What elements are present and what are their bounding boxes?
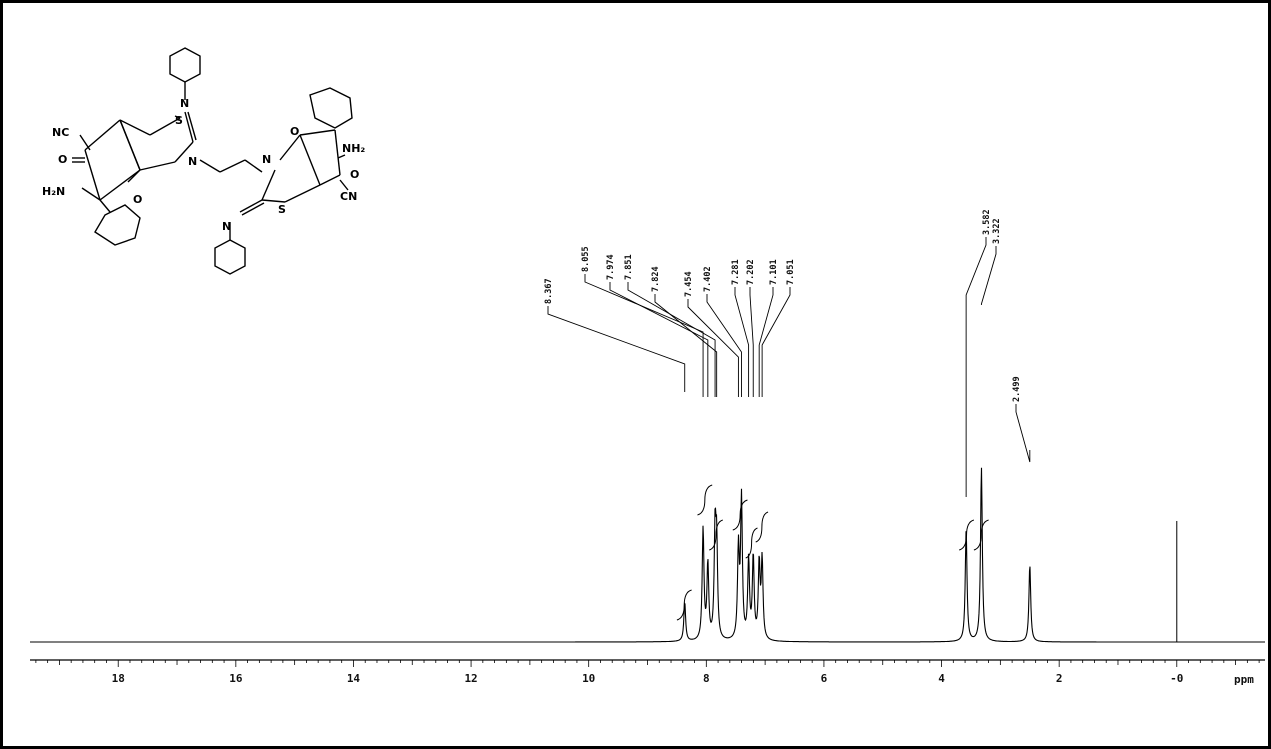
- peak-leader-line: [980, 246, 997, 305]
- structure-label: O: [133, 193, 142, 206]
- phenyl-ring-top: [169, 47, 201, 83]
- structure-label: N: [188, 155, 197, 168]
- x-axis-title: ppm: [1234, 673, 1254, 686]
- x-tick-label: 6: [821, 672, 828, 685]
- peak-leader-line: [609, 282, 709, 397]
- peak-leader-line: [734, 287, 750, 397]
- peak-leader-line: [547, 306, 686, 392]
- peak-leader-line: [1015, 404, 1031, 463]
- peak-leader-line: [965, 237, 987, 497]
- peak-label: 3.322: [992, 218, 1002, 244]
- peak-label: 8.367: [544, 278, 554, 304]
- spectrum-trace: [30, 467, 1265, 643]
- structure-label: O: [350, 168, 359, 181]
- integral-curve: [755, 511, 769, 543]
- structure-label: NH₂: [342, 142, 365, 155]
- x-tick-label: 14: [347, 672, 361, 685]
- structure-label: O: [58, 153, 67, 166]
- peak-leader-line: [749, 287, 754, 397]
- integral-curves: [676, 484, 989, 621]
- x-tick-label: 18: [112, 672, 125, 685]
- phenyl-ring-left: [94, 204, 141, 246]
- peak-label: 7.402: [703, 266, 713, 292]
- integral-curve: [745, 527, 758, 559]
- peak-label: 7.202: [746, 259, 756, 285]
- x-tick-label: 4: [938, 672, 945, 685]
- peak-labels: 8.367 8.055 7.974 7.851 7.824 7.454 7.402 7.281…: [544, 209, 1031, 497]
- integral-curve: [732, 499, 748, 531]
- chemical-structure: [72, 47, 353, 275]
- integral-curve: [676, 589, 692, 621]
- x-tick-label: 16: [229, 672, 243, 685]
- peak-label: 7.101: [769, 259, 779, 285]
- peak-label: 3.582: [982, 209, 992, 235]
- peak-leader-line: [761, 287, 791, 397]
- peak-leader-line: [758, 287, 774, 397]
- structure-label: N: [222, 220, 231, 233]
- integral-curve: [709, 519, 723, 551]
- x-tick-label: 10: [582, 672, 595, 685]
- peak-label: 7.281: [731, 259, 741, 285]
- integral-curve: [959, 519, 975, 551]
- structure-label: NC: [52, 126, 69, 139]
- peak-leader-line: [654, 294, 718, 397]
- peak-label: 7.824: [651, 266, 661, 292]
- x-tick-label: -0: [1170, 672, 1183, 685]
- x-tick-label: 2: [1056, 672, 1063, 685]
- structure-label: H₂N: [42, 185, 65, 198]
- x-tick-label: 12: [464, 672, 477, 685]
- peak-label: 8.055: [581, 246, 591, 272]
- phenyl-ring-bottom: [214, 239, 246, 275]
- x-axis: 18 16 14 12 10 8 6 4 2 -0: [30, 659, 1265, 685]
- integral-curve: [697, 484, 713, 516]
- peak-label: 7.454: [684, 271, 694, 297]
- peak-leader-line: [627, 282, 716, 397]
- phenyl-ring-right: [309, 87, 353, 129]
- peak-leader-line: [706, 294, 742, 397]
- integral-curve: [973, 519, 989, 551]
- structure-label: CN: [340, 190, 357, 203]
- peak-leader-line: [687, 299, 739, 397]
- structure-label: O: [290, 125, 299, 138]
- structure-label: S: [175, 114, 183, 127]
- peak-label: 2.499: [1012, 376, 1022, 402]
- peak-label: 7.974: [606, 254, 616, 280]
- structure-label: N: [180, 97, 189, 110]
- peak-label: 7.051: [786, 259, 796, 285]
- x-tick-label: 8: [703, 672, 710, 685]
- structure-label: S: [278, 203, 286, 216]
- peak-label: 7.851: [624, 254, 634, 280]
- structure-label: N: [262, 153, 271, 166]
